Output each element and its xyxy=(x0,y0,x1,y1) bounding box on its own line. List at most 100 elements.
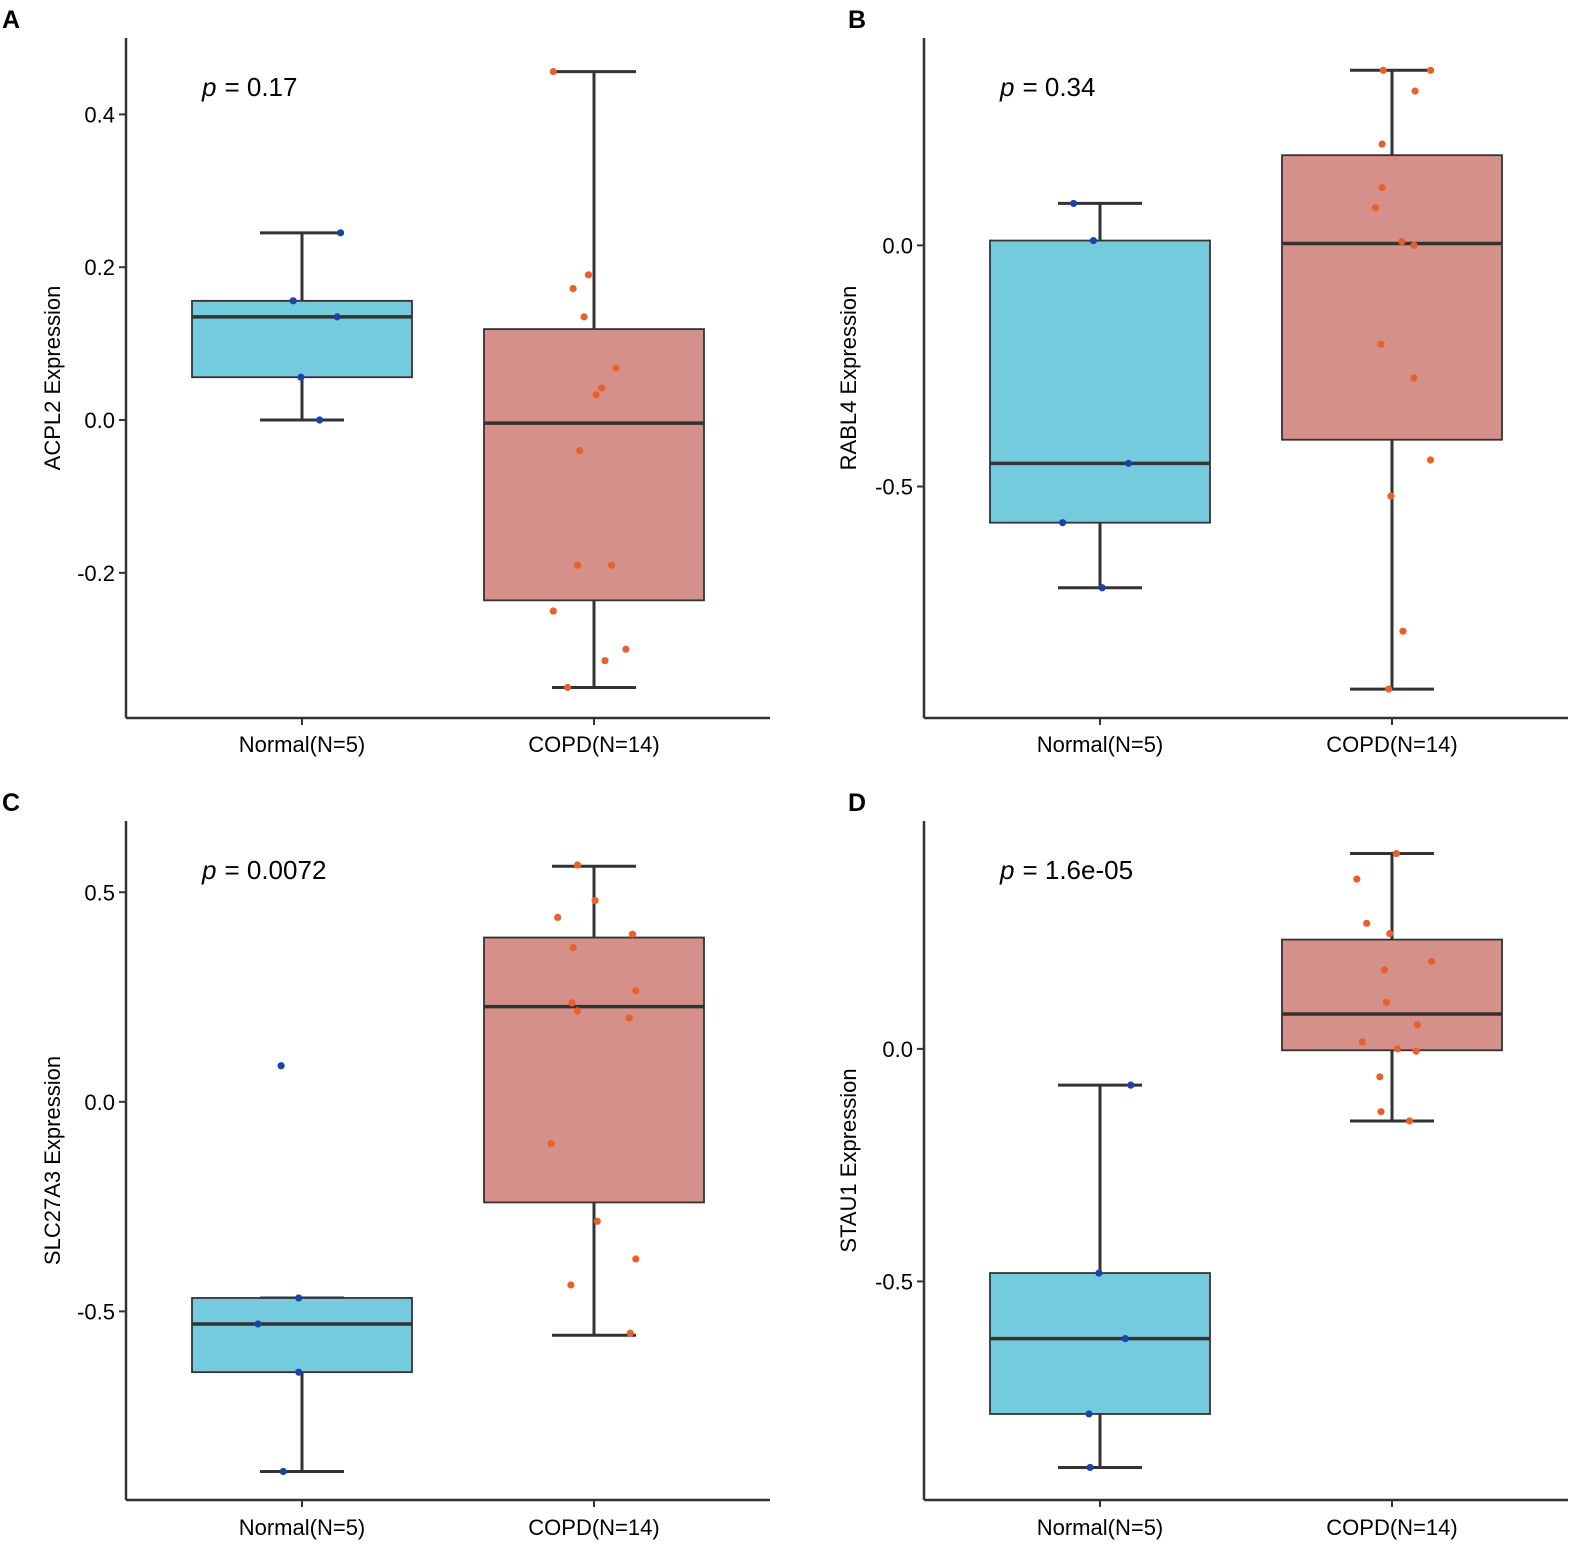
y-axis-title: RABL4 Expression xyxy=(836,286,861,471)
data-point-copd xyxy=(1392,849,1400,858)
data-point-copd xyxy=(569,943,577,952)
y-tick-label: 0.0 xyxy=(882,1037,913,1062)
panel-d: D -0.5 0.0 STAU1 Expression Normal(N=5) COPD(… xyxy=(836,789,1568,1540)
data-point-copd xyxy=(1379,66,1387,74)
p-value-text: = 0.17 xyxy=(224,72,297,102)
data-point-normal xyxy=(1085,1410,1093,1418)
y-axis-title: SLC27A3 Expression xyxy=(40,1056,65,1265)
p-value-symbol: p xyxy=(201,72,216,102)
x-tick-label: Normal(N=5) xyxy=(239,1515,366,1540)
y-tick-label: 0.0 xyxy=(84,408,115,433)
data-point-copd xyxy=(1426,66,1435,74)
data-point-normal xyxy=(295,1368,303,1376)
data-point-copd xyxy=(1371,204,1380,212)
data-point-copd xyxy=(549,68,557,76)
data-point-normal xyxy=(1125,459,1133,467)
data-point-copd xyxy=(1393,1045,1402,1053)
data-point-copd xyxy=(568,999,576,1007)
data-point-normal xyxy=(1089,236,1097,245)
p-value-annotation: p = 0.0072 xyxy=(201,855,326,885)
y-tick-label: -0.2 xyxy=(77,561,115,586)
data-point-copd xyxy=(1363,919,1371,927)
data-point-normal xyxy=(1127,1081,1135,1089)
data-point-copd xyxy=(608,561,616,569)
x-tick-label: COPD(N=14) xyxy=(1326,1515,1457,1540)
data-point-copd xyxy=(569,285,577,293)
data-point-normal xyxy=(1095,1269,1103,1277)
data-point-copd xyxy=(628,930,637,938)
p-value-annotation: p = 1.6e-05 xyxy=(999,855,1133,885)
data-point-normal xyxy=(1070,199,1078,208)
data-point-normal xyxy=(289,297,297,305)
data-point-copd xyxy=(598,384,606,392)
panel-letter: B xyxy=(848,6,866,34)
data-point-copd xyxy=(1358,1038,1366,1046)
data-point-copd xyxy=(1399,627,1407,635)
data-point-normal xyxy=(254,1320,262,1328)
y-tick-label: -0.5 xyxy=(77,1299,115,1324)
data-point-copd xyxy=(622,645,630,653)
data-point-copd xyxy=(1377,1108,1385,1116)
data-point-normal xyxy=(1059,519,1067,527)
data-point-copd xyxy=(549,607,557,615)
x-tick-label: COPD(N=14) xyxy=(528,1515,659,1540)
y-tick-label: 0.5 xyxy=(84,880,115,905)
box-iqr xyxy=(989,239,1211,524)
data-point-normal xyxy=(1121,1335,1129,1343)
data-point-copd xyxy=(592,391,600,399)
panel-letter: D xyxy=(848,789,866,817)
y-tick-label: 0.2 xyxy=(84,255,115,280)
panel-letter: C xyxy=(2,789,20,817)
data-point-copd xyxy=(1377,340,1385,348)
box-iqr xyxy=(1281,938,1503,1052)
data-point-copd xyxy=(573,1007,582,1015)
box-normal xyxy=(191,231,413,422)
data-point-copd xyxy=(593,1217,601,1225)
data-point-copd xyxy=(1428,957,1436,966)
p-value-text: = 0.34 xyxy=(1022,72,1095,102)
data-point-copd xyxy=(1380,966,1388,974)
data-point-normal xyxy=(316,416,324,424)
box-copd xyxy=(1281,852,1503,1123)
data-point-copd xyxy=(1378,183,1386,192)
data-point-copd xyxy=(584,271,593,279)
x-tick-label: Normal(N=5) xyxy=(1037,732,1164,757)
panel-c: C -0.5 0.0 0.5 SLC27A3 Expression Normal(N=5)… xyxy=(2,789,770,1540)
p-value-annotation: p = 0.34 xyxy=(999,72,1095,102)
data-point-copd xyxy=(1412,1047,1420,1055)
box-copd xyxy=(483,864,705,1337)
x-tick-label: COPD(N=14) xyxy=(1326,732,1457,757)
p-value-text: = 0.0072 xyxy=(224,855,326,885)
data-point-copd xyxy=(1386,929,1394,938)
p-value-symbol: p xyxy=(999,855,1014,885)
data-point-copd xyxy=(632,987,640,995)
y-axis-title: ACPL2 Expression xyxy=(40,286,65,471)
x-tick-label: Normal(N=5) xyxy=(239,732,366,757)
data-point-copd xyxy=(1398,237,1406,246)
data-point-normal xyxy=(279,1467,287,1476)
box-iqr xyxy=(483,936,705,1204)
y-tick-label: 0.0 xyxy=(84,1090,115,1115)
data-point-copd xyxy=(1411,87,1419,95)
data-point-copd xyxy=(1406,1117,1414,1125)
box-copd xyxy=(483,70,705,689)
p-value-symbol: p xyxy=(201,855,216,885)
box-iqr xyxy=(989,1272,1211,1415)
data-point-copd xyxy=(1387,492,1395,500)
data-point-copd xyxy=(591,897,599,905)
x-tick-label: Normal(N=5) xyxy=(1037,1515,1164,1540)
p-value-annotation: p = 0.17 xyxy=(201,72,297,102)
data-point-copd xyxy=(1410,374,1418,382)
y-axis-title: STAU1 Expression xyxy=(836,1068,861,1252)
data-point-copd xyxy=(1378,140,1386,148)
data-point-copd xyxy=(625,1014,633,1022)
data-point-normal xyxy=(336,229,345,237)
data-point-copd xyxy=(1413,1021,1421,1029)
data-point-copd xyxy=(576,446,584,455)
box-iqr xyxy=(191,1297,413,1374)
data-point-copd xyxy=(601,657,609,665)
panel-letter: A xyxy=(2,6,20,34)
data-point-copd xyxy=(554,913,562,922)
p-value-text: = 1.6e-05 xyxy=(1022,855,1133,885)
data-point-copd xyxy=(1426,456,1435,464)
